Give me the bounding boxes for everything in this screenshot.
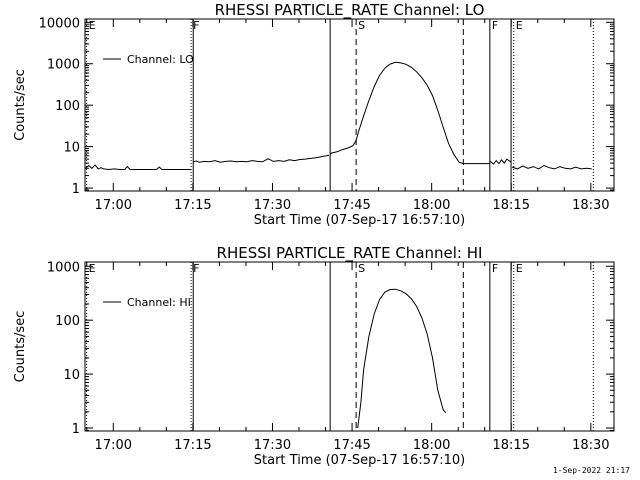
x-tick-label: 17:00 (95, 198, 132, 213)
y-tick-label: 100 (55, 314, 80, 329)
plot-frame (84, 18, 615, 192)
event-marker-label: E (516, 19, 523, 32)
event-marker-label: E (516, 262, 523, 275)
legend-entry: Channel: HI (127, 296, 191, 309)
y-tick-label: 1 (72, 422, 80, 437)
y-tick-label: 100 (55, 99, 80, 114)
x-tick-label: 18:15 (493, 438, 530, 453)
series-line (329, 61, 490, 165)
event-marker-label: S (358, 262, 365, 275)
panel-hi: RHESSI PARTICLE_RATE Channel: HI 1 10 100 10… (13, 244, 615, 468)
y-tick-label: 10 (63, 368, 80, 383)
x-axis-label: Start Time (07-Sep-17 16:57:10) (254, 213, 465, 228)
x-tick-label: 17:15 (174, 198, 211, 213)
x-tick-label: 18:30 (572, 198, 609, 213)
series-line (511, 164, 592, 170)
y-tick-label: 1000 (47, 58, 80, 73)
x-tick-label: 17:00 (95, 438, 132, 453)
y-tick-label: 10000 (39, 16, 80, 31)
x-tick-label: 18:30 (572, 438, 609, 453)
chart-title: RHESSI PARTICLE_RATE Channel: HI (217, 244, 483, 263)
y-tick-label: 1 (72, 182, 80, 197)
series-line (193, 154, 330, 163)
y-tick-label: 10 (63, 141, 80, 156)
x-tick-label: 17:45 (333, 438, 370, 453)
timestamp: 1-Sep-2022 21:17 (552, 466, 630, 475)
chart-title: RHESSI PARTICLE_RATE Channel: LO (215, 1, 485, 20)
y-axis-label: Counts/sec (13, 69, 28, 141)
x-tick-label: 18:15 (493, 198, 530, 213)
event-marker-label: E (89, 19, 96, 32)
series-line (357, 288, 447, 429)
x-tick-label: 17:30 (254, 438, 291, 453)
event-marker-label: F (492, 262, 498, 275)
x-tick-label: 17:15 (174, 438, 211, 453)
x-axis-label: Start Time (07-Sep-17 16:57:10) (254, 453, 465, 468)
x-tick-label: 18:00 (413, 438, 450, 453)
x-tick-label: 17:30 (254, 198, 291, 213)
event-marker-label: F (193, 262, 199, 275)
event-marker-label: E (89, 262, 96, 275)
y-tick-label: 1000 (47, 260, 80, 275)
event-marker-label: F (193, 19, 199, 32)
x-tick-label: 17:45 (333, 198, 370, 213)
legend-entry: Channel: LO (127, 53, 194, 66)
series-line (85, 164, 192, 171)
plot-frame (84, 261, 615, 432)
series-line (489, 158, 512, 165)
y-axis-label: Counts/sec (13, 311, 28, 383)
panel-lo: RHESSI PARTICLE_RATE Channel: LO 1 10 100 10… (13, 1, 615, 228)
event-marker-label: S (358, 19, 365, 32)
event-marker-label: F (492, 19, 498, 32)
x-tick-label: 18:00 (413, 198, 450, 213)
